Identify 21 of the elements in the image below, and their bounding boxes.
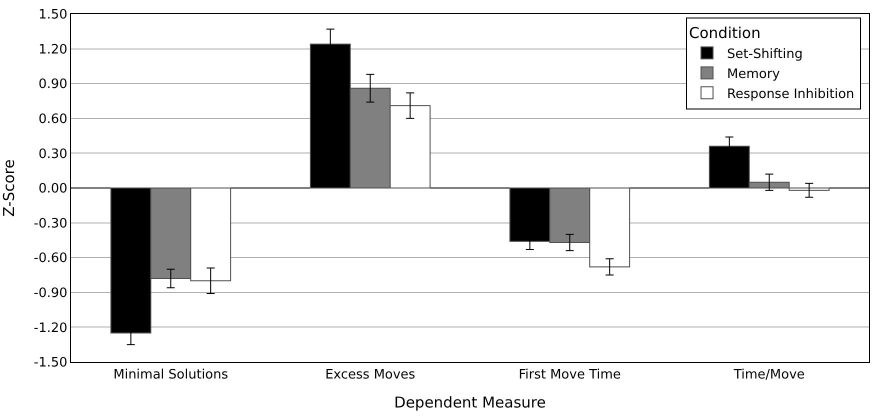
y-axis-title: Z-Score bbox=[0, 159, 18, 217]
x-axis-title: Dependent Measure bbox=[394, 394, 546, 412]
x-tick-label: Excess Moves bbox=[325, 368, 416, 383]
y-tick-label: -0.60 bbox=[34, 251, 68, 266]
legend-title: Condition bbox=[689, 24, 761, 42]
legend-label: Set-Shifting bbox=[727, 47, 803, 62]
y-tick-label: 0.90 bbox=[38, 77, 68, 92]
y-tick-label: -1.50 bbox=[34, 356, 68, 371]
y-tick-label: 0.60 bbox=[38, 112, 68, 127]
y-tick-label: 1.20 bbox=[38, 42, 68, 58]
legend-label: Response Inhibition bbox=[727, 86, 854, 102]
x-tick-label: First Move Time bbox=[518, 368, 621, 383]
legend-label: Memory bbox=[727, 66, 780, 82]
y-tick-label: 0.30 bbox=[38, 146, 68, 162]
y-tick-label: 0.00 bbox=[38, 182, 68, 197]
y-tick-label: -0.90 bbox=[34, 286, 68, 301]
x-tick-label: Minimal Solutions bbox=[113, 368, 228, 383]
y-tick-label: -1.20 bbox=[34, 320, 68, 336]
y-tick-label: -0.30 bbox=[34, 216, 68, 232]
x-tick-label: Time/Move bbox=[732, 368, 805, 383]
y-tick-label: 1.50 bbox=[38, 8, 68, 23]
